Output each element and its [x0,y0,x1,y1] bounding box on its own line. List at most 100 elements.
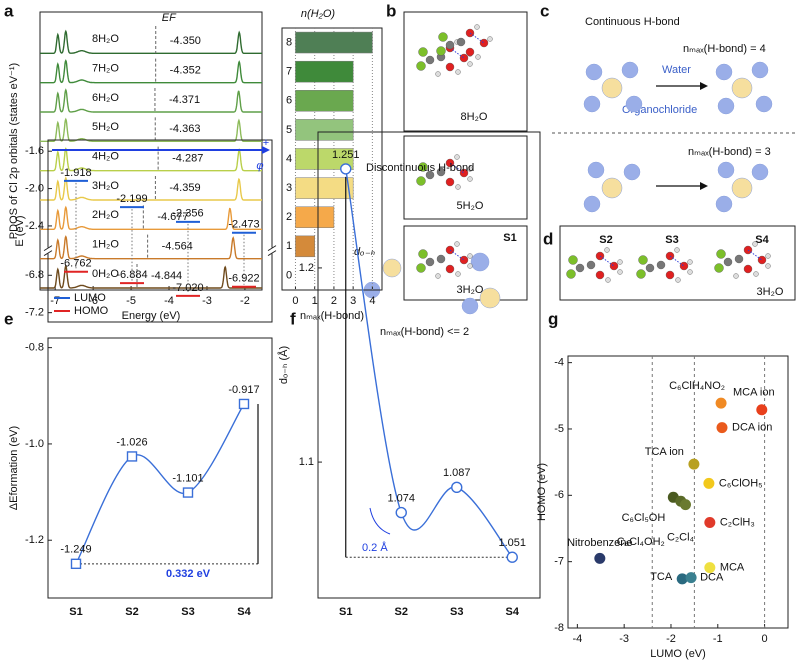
scatter-point [716,422,728,434]
atom [752,241,758,247]
atom [636,269,646,279]
series-label: 1H₂O [92,239,119,251]
y-axis-label: E (eV) [14,215,26,246]
annotation: 0.332 eV [166,568,211,580]
x-tick-label: -3 [202,295,212,307]
value-label: -1.026 [116,436,147,448]
scatter-point [685,572,697,584]
value-label: 1.087 [443,467,471,479]
x-tick-label: 0 [762,633,768,645]
atom [467,263,473,269]
atom [734,254,744,264]
bar [295,148,354,170]
atom [454,154,460,160]
series-label: 8H₂O [92,33,119,45]
x-tick-label: S3 [450,606,463,618]
atom [609,261,619,271]
scatter-point [676,573,688,585]
series-label: 0H₂O [92,268,119,280]
marker [451,481,463,494]
x-tick-label: S4 [506,606,520,618]
atom [575,263,585,273]
x-tick-label: S1 [69,606,82,618]
atom [757,255,767,265]
fermi-label: -4.287 [172,153,203,165]
category-label: 1 [286,240,292,252]
atom [617,269,623,275]
atom [566,269,576,279]
atom [425,55,435,65]
y-tick-label: -5 [554,423,564,435]
atom [645,263,655,273]
scatter-point [704,562,716,574]
atom [459,53,469,63]
atom [617,259,623,265]
x-tick-label: 1 [312,295,318,307]
y-tick-label: -2.0 [25,182,44,194]
series-label: 2H₂O [92,209,119,221]
category-label: 2 [286,211,292,223]
pdos-curve [40,117,262,142]
x-tick-label: -7 [50,295,60,307]
x-tick-label: -2 [666,633,676,645]
category-label: 4 [286,153,292,165]
axis-break [267,245,277,252]
panel-label: b [386,1,396,20]
atom [418,47,428,57]
point-label: DCA ion [732,422,772,434]
scheme-label: Water [662,64,691,76]
plot-frame [567,355,789,629]
y-tick-label: -7.2 [25,307,44,319]
point-label: MCA [720,562,745,574]
atom [467,253,473,259]
scheme-label: nₘₐₓ(H-bond) = 4 [683,43,766,55]
atom [674,247,680,253]
y-tick-label: -8 [554,622,564,634]
pdos-curve [40,176,262,201]
structure-label: S3 [665,234,678,246]
atom [467,176,473,182]
structure-box [403,11,528,132]
value-label: 1.051 [498,537,526,549]
x-tick-label: 2 [331,295,337,307]
atom [687,259,693,265]
x-tick-label: S2 [125,606,138,618]
series-label: 3H₂O [92,180,119,192]
plot-frame [47,139,273,323]
atom [605,277,611,283]
data-line [75,403,245,565]
marker [506,551,518,563]
value-label: 1.074 [387,492,415,504]
y-tick-label: -1.2 [25,534,44,546]
series-label: 7H₂O [92,63,119,75]
y-tick-label: 1.1 [299,456,314,468]
fermi-label: -4.363 [169,123,200,135]
potential-arrow-head [262,146,270,154]
x-tick-label: 4 [369,295,375,307]
axis-break [43,245,53,252]
atom [445,264,455,274]
atom [716,249,726,259]
scheme-title: Continuous H-bond [585,16,680,28]
series-label: 4H₂O [92,151,119,163]
axis-break [43,250,53,257]
atom [714,263,724,273]
x-tick-label: S2 [395,606,408,618]
atom [445,62,455,72]
point-label: C₆ClOH₅ [719,477,763,489]
pdos-curve [40,88,262,113]
point-label: C₆ClH₄NO₂ [669,380,725,392]
y-tick-label: -0.8 [25,342,44,354]
value-label: -2.356 [172,208,203,220]
point-label: C₆Cl₅OH [622,512,666,524]
scheme-drawing [583,61,773,213]
x-tick-label: -4 [572,633,582,645]
structure-label: 8H₂O [461,111,488,123]
panel-label: c [540,1,549,20]
atom [435,273,441,279]
atom [445,40,455,50]
scheme-label: nₘₐₓ(H-bond) = 3 [688,146,771,158]
atom [416,61,426,71]
point-label: TCA ion [645,446,684,458]
value-label: -2.199 [116,193,147,205]
